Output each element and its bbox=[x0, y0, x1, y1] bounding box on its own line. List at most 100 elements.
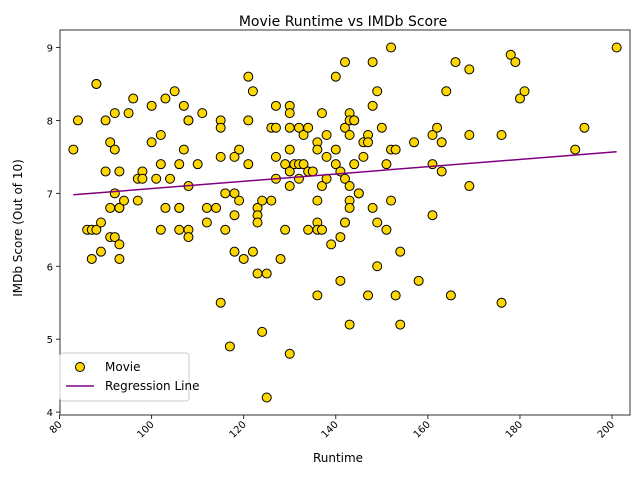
movie-point bbox=[349, 159, 360, 170]
movie-point bbox=[155, 130, 166, 140]
movie-point bbox=[243, 71, 254, 82]
movie-point bbox=[280, 224, 291, 235]
movie-point bbox=[330, 144, 341, 155]
movie-point bbox=[155, 224, 166, 235]
movie-point bbox=[95, 217, 106, 228]
movie-point bbox=[316, 108, 327, 119]
movie-point bbox=[146, 137, 157, 148]
movie-point bbox=[445, 290, 456, 301]
movie-point bbox=[114, 253, 125, 264]
movie-point bbox=[390, 290, 401, 301]
movie-point bbox=[183, 115, 194, 126]
movie-point bbox=[519, 86, 530, 97]
movie-point bbox=[95, 246, 106, 257]
x-tick-label: 200 bbox=[596, 419, 617, 440]
movie-point bbox=[386, 42, 397, 53]
movie-point bbox=[395, 319, 406, 330]
x-tick-label: 100 bbox=[135, 419, 156, 440]
movie-point bbox=[372, 261, 383, 272]
movie-point bbox=[427, 130, 438, 140]
movie-point bbox=[363, 290, 374, 301]
movie-point bbox=[611, 42, 622, 53]
movie-point bbox=[243, 115, 254, 126]
movie-point bbox=[215, 151, 226, 162]
movie-point bbox=[160, 202, 171, 213]
movie-point bbox=[367, 202, 378, 213]
movie-point bbox=[229, 151, 240, 162]
movie-point bbox=[215, 122, 226, 133]
movie-point bbox=[344, 202, 355, 213]
movie-point bbox=[496, 130, 507, 140]
chart-title: Movie Runtime vs IMDb Score bbox=[239, 14, 447, 30]
movie-point bbox=[100, 166, 111, 177]
legend-marker-movie bbox=[75, 362, 85, 372]
movie-point bbox=[261, 268, 272, 279]
movie-point bbox=[257, 326, 268, 337]
movie-point bbox=[197, 108, 208, 119]
movie-point bbox=[349, 115, 360, 126]
movie-point bbox=[344, 130, 355, 140]
movie-point bbox=[118, 195, 129, 206]
movie-point bbox=[344, 319, 355, 330]
movie-point bbox=[376, 122, 387, 133]
y-tick-label: 7 bbox=[47, 189, 53, 200]
movie-point bbox=[105, 137, 116, 148]
x-axis-label: Runtime bbox=[313, 451, 363, 465]
movie-point bbox=[229, 210, 240, 221]
legend-label-movie: Movie bbox=[105, 360, 141, 374]
movie-point bbox=[390, 144, 401, 155]
movie-point bbox=[340, 173, 350, 184]
legend: Movie Regression Line bbox=[59, 352, 199, 402]
movie-point bbox=[293, 173, 304, 184]
movie-point bbox=[183, 232, 194, 243]
movie-point bbox=[100, 115, 111, 126]
movie-point bbox=[114, 166, 125, 177]
movie-point bbox=[386, 195, 397, 206]
movie-point bbox=[201, 217, 212, 228]
movie-point bbox=[363, 137, 374, 148]
movie-point bbox=[160, 93, 171, 104]
movie-point bbox=[413, 275, 424, 286]
movie-point bbox=[307, 166, 318, 177]
movie-point bbox=[505, 49, 516, 60]
movie-point bbox=[220, 188, 231, 199]
x-tick-label: 160 bbox=[412, 419, 433, 440]
movie-point bbox=[151, 173, 162, 184]
movie-point bbox=[178, 144, 189, 155]
movie-point bbox=[464, 181, 475, 192]
y-tick-label: 5 bbox=[47, 335, 53, 346]
movie-point bbox=[441, 86, 452, 97]
movie-point bbox=[381, 224, 392, 235]
y-tick-label: 4 bbox=[47, 408, 53, 419]
movie-point bbox=[340, 217, 350, 228]
movie-point bbox=[252, 217, 263, 228]
movie-point bbox=[257, 195, 268, 206]
movie-point bbox=[109, 144, 120, 155]
regression-line bbox=[73, 151, 617, 196]
movie-point bbox=[284, 144, 295, 155]
movie-point bbox=[381, 159, 392, 170]
movie-point bbox=[284, 181, 295, 192]
movie-point bbox=[146, 100, 157, 111]
movie-point bbox=[303, 122, 314, 133]
movie-point bbox=[266, 195, 277, 206]
movie-point bbox=[340, 122, 350, 133]
movie-point bbox=[174, 202, 185, 213]
movie-point bbox=[105, 202, 116, 213]
legend-box bbox=[59, 352, 190, 402]
movie-point bbox=[72, 115, 83, 126]
y-axis-ticks: 4 5 6 7 8 9 bbox=[47, 44, 60, 419]
movie-point bbox=[91, 78, 102, 89]
movie-point bbox=[335, 232, 346, 243]
movie-point bbox=[243, 159, 254, 170]
movie-point bbox=[261, 392, 272, 403]
movie-point bbox=[340, 57, 350, 68]
movie-point bbox=[91, 224, 102, 235]
movie-point bbox=[579, 122, 590, 133]
scatter-points bbox=[68, 42, 622, 403]
y-tick-label: 6 bbox=[47, 262, 53, 273]
movie-point bbox=[330, 159, 341, 170]
movie-point bbox=[275, 253, 286, 264]
movie-point bbox=[321, 151, 332, 162]
y-tick-label: 8 bbox=[47, 116, 53, 127]
